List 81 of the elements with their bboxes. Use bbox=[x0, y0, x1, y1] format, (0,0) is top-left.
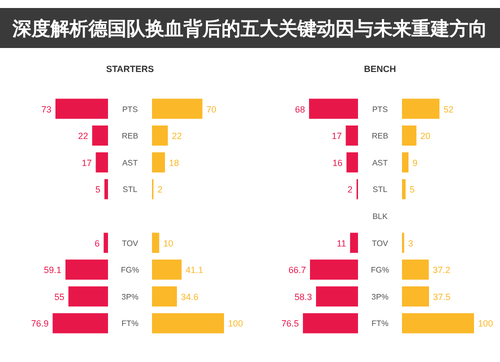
bar bbox=[68, 286, 108, 306]
bar bbox=[152, 126, 168, 146]
bar bbox=[152, 260, 182, 280]
data-label: 59.1 bbox=[44, 265, 62, 276]
y-tick-label: BLK bbox=[372, 212, 388, 221]
bar bbox=[402, 179, 406, 200]
y-tick-label: 3P% bbox=[122, 292, 138, 302]
bar bbox=[104, 179, 108, 200]
data-label: 52 bbox=[443, 104, 454, 114]
data-label: 2 bbox=[157, 184, 162, 195]
data-label: 20 bbox=[420, 131, 430, 142]
data-label: 76.9 bbox=[31, 318, 49, 329]
data-label: 100 bbox=[478, 318, 494, 329]
y-tick-label: STL bbox=[122, 185, 138, 194]
bar bbox=[92, 126, 108, 146]
bar bbox=[152, 286, 177, 306]
bar bbox=[402, 313, 474, 334]
bar bbox=[104, 232, 108, 253]
data-label: 18 bbox=[168, 158, 179, 168]
data-label: 34.6 bbox=[180, 292, 198, 302]
data-label: 73 bbox=[41, 104, 52, 114]
y-tick-label: 3P% bbox=[372, 292, 388, 302]
bar bbox=[152, 152, 165, 172]
data-label: 22 bbox=[78, 131, 88, 142]
data-label: 16 bbox=[332, 158, 342, 168]
data-label: 76.5 bbox=[281, 318, 299, 329]
bar bbox=[402, 126, 416, 146]
y-tick-label: AST bbox=[372, 158, 388, 168]
bar bbox=[310, 260, 358, 280]
data-label: 37.2 bbox=[432, 265, 450, 276]
data-label: 37.5 bbox=[433, 292, 451, 302]
bar bbox=[316, 286, 358, 306]
y-tick-label: FG% bbox=[120, 266, 140, 275]
y-tick-label: REB bbox=[372, 132, 388, 141]
data-label: 6 bbox=[94, 238, 100, 248]
y-tick-label: FT% bbox=[122, 319, 138, 328]
bar bbox=[346, 152, 358, 172]
data-label: 70 bbox=[206, 104, 216, 114]
bar bbox=[402, 286, 429, 306]
y-tick-label: STL bbox=[372, 185, 388, 194]
data-label: 5 bbox=[410, 184, 415, 195]
data-label: 55 bbox=[54, 292, 64, 302]
bar bbox=[55, 98, 108, 119]
text: 深度解析德国队换血背后的五大关键动因与未来重建方向 bbox=[12, 18, 488, 40]
text: STARTERS bbox=[106, 64, 154, 74]
y-tick-label: TOV bbox=[372, 238, 389, 248]
y-tick-label: FG% bbox=[370, 266, 390, 275]
bar bbox=[402, 152, 408, 172]
bar bbox=[346, 126, 358, 146]
y-tick-label: REB bbox=[122, 132, 138, 141]
data-label: 11 bbox=[336, 238, 346, 248]
y-tick-label: PTS bbox=[372, 104, 388, 114]
bar bbox=[302, 313, 358, 334]
y-tick-label: AST bbox=[122, 158, 138, 168]
bar bbox=[402, 98, 440, 119]
bar bbox=[350, 232, 358, 253]
y-tick-label: FT% bbox=[372, 319, 388, 328]
data-label: 9 bbox=[412, 158, 418, 168]
data-label: 3 bbox=[408, 238, 414, 248]
y-tick-label: PTS bbox=[122, 104, 138, 114]
data-label: 5 bbox=[95, 184, 100, 195]
bar bbox=[65, 260, 108, 280]
data-label: 17 bbox=[332, 131, 342, 142]
y-tick-label: TOV bbox=[122, 238, 139, 248]
bar bbox=[52, 313, 108, 334]
bar bbox=[402, 260, 429, 280]
data-label: 68 bbox=[295, 104, 306, 114]
data-label: 41.1 bbox=[186, 265, 204, 276]
data-label: 100 bbox=[228, 318, 244, 329]
bar bbox=[152, 232, 160, 253]
data-label: 58.3 bbox=[294, 292, 312, 302]
bar bbox=[152, 98, 202, 119]
bar bbox=[309, 98, 358, 119]
bar bbox=[96, 152, 108, 172]
text: BENCH bbox=[364, 64, 396, 74]
data-label: 2 bbox=[348, 184, 353, 195]
bar bbox=[152, 313, 224, 334]
data-label: 22 bbox=[172, 131, 182, 142]
data-label: 66.7 bbox=[288, 265, 306, 276]
data-label: 10 bbox=[163, 238, 174, 248]
data-label: 17 bbox=[82, 158, 92, 168]
